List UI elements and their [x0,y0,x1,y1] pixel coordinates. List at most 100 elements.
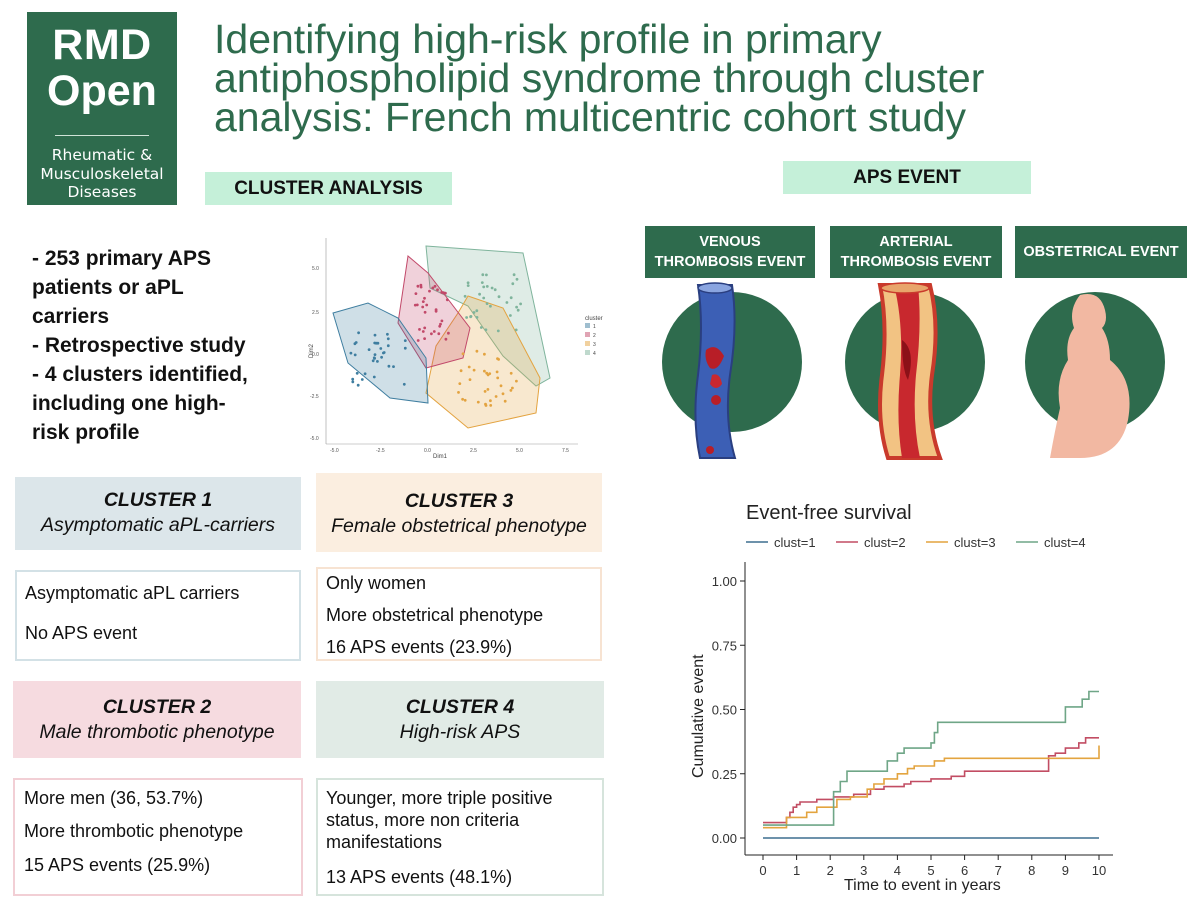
cluster-2-point [423,337,426,340]
cluster-2-line: 15 APS events (25.9%) [24,855,211,875]
scatter-x-tick: -5.0 [330,448,339,454]
cluster-4-point [466,281,470,285]
cluster-4-point [465,316,468,319]
cluster-2-hull [397,255,471,369]
title-line-1: Identifying high-risk profile in primary [214,16,882,62]
x-tick-label: 9 [1062,863,1069,878]
cluster-3-point [475,349,479,353]
cluster-3-point [461,352,465,356]
title-line-2: antiphospholipid syndrome through cluste… [214,55,985,101]
cluster-3-point [486,388,490,391]
summary-line: patients or aPL [32,276,184,299]
x-tick-label: 1 [793,863,800,878]
scatter-y-tick: 0.0 [312,352,319,358]
logo-line-2: Open [47,67,157,115]
scatter-y-tick: -2.5 [310,394,319,400]
cluster-2-header: CLUSTER 2 Male thrombotic phenotype [13,681,301,758]
cluster-1-point [354,341,358,344]
cluster-3-point [463,398,467,402]
cluster-1-point [363,372,367,376]
aps-event-illustrations [662,282,1165,460]
cluster-2-point [421,330,425,333]
cluster-3-point [483,369,486,373]
cluster-1-point [373,353,377,356]
cluster-2-details: More men (36, 53.7%) More thrombotic phe… [13,778,303,896]
cluster-3-point [497,358,500,361]
scatter-x-tick: 5.0 [516,448,523,454]
scatter-x-tick: 2.5 [470,448,477,454]
cluster-3-point [495,370,499,374]
cluster-4-subtitle: High-risk APS [399,721,521,743]
scatter-y-tick: 5.0 [312,266,319,272]
cluster-1-point [367,348,371,351]
cluster-4-point [479,326,483,329]
cluster-3-line: Only women [326,573,427,593]
cluster-3-point [509,371,513,375]
y-tick-label: 0.25 [712,767,737,782]
scatter-x-label: Dim1 [433,454,448,460]
cluster-4-details: Younger, more triple positive status, mo… [316,778,604,896]
summary-line: - Retrospective study [32,334,246,357]
x-tick-label: 6 [961,863,968,878]
cluster-2-point [423,310,427,314]
scatter-y-tick: -5.0 [310,436,319,442]
cluster-1-point [403,346,407,350]
x-tick-label: 2 [827,863,834,878]
cluster-3-point [503,399,507,403]
legend-label-4: clust=4 [1044,535,1086,550]
cluster-3-point [515,379,518,383]
cluster-2-point [416,284,420,288]
cluster-3-point [459,369,463,373]
cluster-1-point [355,371,359,375]
cluster-2-point [433,284,437,288]
cluster-2-line: More thrombotic phenotype [24,821,244,841]
scatter-x-tick: 7.5 [562,448,569,454]
cluster-3-hull [425,295,541,429]
cluster-4-point [512,273,516,277]
x-tick-label: 8 [1028,863,1035,878]
cluster-3-subtitle: Female obstetrical phenotype [331,515,587,537]
legend-label-3: clust=3 [954,535,996,550]
cluster-2-point [440,319,444,323]
cluster-4-point [514,328,518,332]
series-line-3 [763,745,1100,829]
x-tick-label: 5 [927,863,934,878]
cluster-4-point [497,295,501,299]
cluster-3-point [499,384,503,388]
cluster-1-point [376,360,379,363]
artery-icon [845,282,985,460]
cluster-4-point [511,282,515,286]
cluster-3-point [472,368,476,372]
cluster-2-point [421,300,425,303]
summary-line: risk profile [32,421,140,444]
cluster-2-point [442,291,445,295]
cluster-4-point [505,301,509,304]
cluster-1-point [382,351,386,354]
cluster-2-title: CLUSTER 2 [102,696,212,718]
scatter-x-tick: 0.0 [424,448,431,454]
logo-line-1: RMD [52,21,152,69]
cluster-2-point [430,332,433,336]
cluster-2-point [428,289,431,293]
cluster-2-subtitle: Male thrombotic phenotype [39,721,275,743]
cluster-1-point [356,383,360,387]
journal-logo: RMD Open Rheumatic & Musculoskeletal Dis… [27,12,177,205]
cluster-1-point [360,378,364,381]
cluster-3-point [494,395,498,398]
cluster-4-point [509,314,512,317]
cluster-1-header: CLUSTER 1 Asymptomatic aPL-carriers [15,477,301,550]
study-summary: - 253 primary APS patients or aPL carrie… [32,244,294,447]
cluster-2-point [438,324,442,328]
cluster-2-point [434,309,438,313]
scatter-legend-label: 1 [593,324,596,330]
cluster-2-point [416,339,420,342]
cluster-3-point [501,392,505,396]
cluster-4-line: 13 APS events (48.1%) [326,867,513,887]
cluster-1-point [372,375,376,379]
venous-label-line-1: VENOUS [699,234,761,250]
cluster-scatter-plot: -5.0 -2.5 0.0 2.5 5.0 7.5 5.0 2.5 0.0 -2… [309,238,603,460]
cluster-4-point [481,273,485,277]
cluster-3-header: CLUSTER 3 Female obstetrical phenotype [316,473,602,552]
cluster-2-point [439,322,442,326]
series-line-4 [763,690,1099,826]
